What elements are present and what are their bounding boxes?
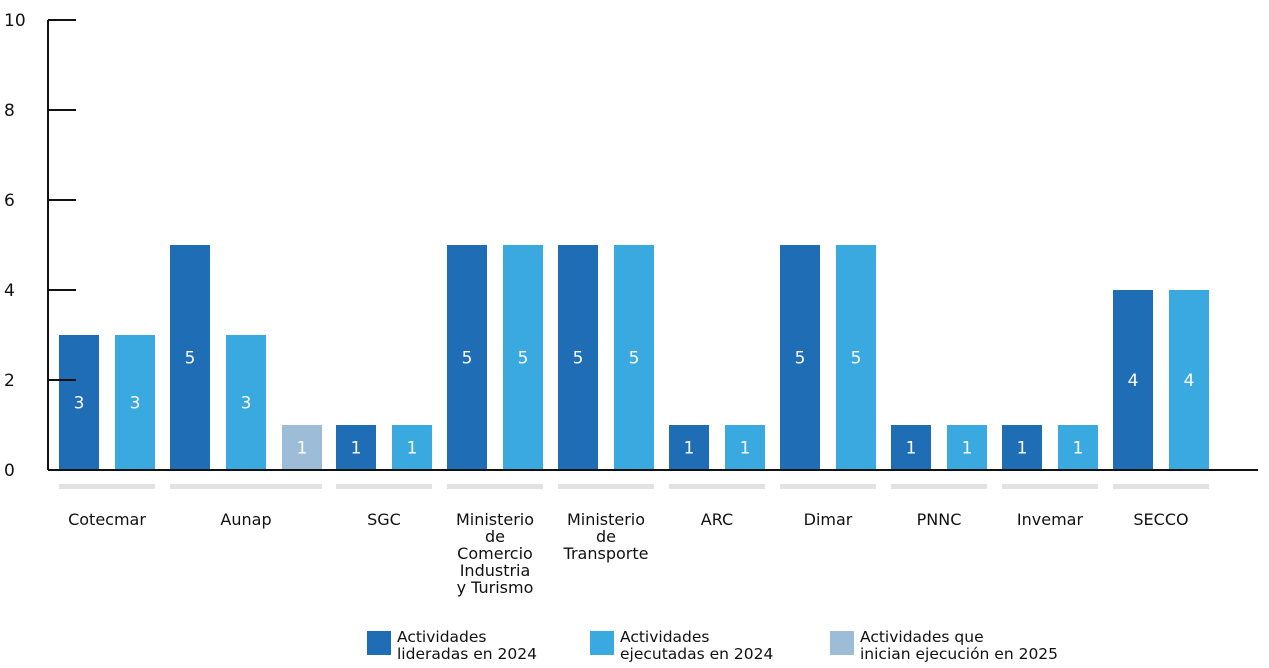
bar xyxy=(1113,290,1153,470)
bar xyxy=(336,425,376,470)
bar-value-label: 5 xyxy=(185,349,196,369)
category-label: Industria xyxy=(460,561,531,580)
bar xyxy=(780,245,820,470)
bar-value-label: 4 xyxy=(1184,371,1195,391)
bar-value-label: 5 xyxy=(795,349,806,369)
bar-value-label: 5 xyxy=(518,349,529,369)
bar-value-label: 1 xyxy=(1073,439,1084,459)
legend-swatch-inician xyxy=(830,631,854,655)
bar xyxy=(614,245,654,470)
category-label: Transporte xyxy=(563,544,649,563)
bar-value-label: 5 xyxy=(851,349,862,369)
bar xyxy=(392,425,432,470)
bar xyxy=(226,335,266,470)
category-separator xyxy=(780,484,876,489)
category-separator xyxy=(669,484,765,489)
legend-item-ejecutadas: Actividades ejecutadas en 2024 xyxy=(590,629,850,663)
legend-label-inician-line-1: Actividades que xyxy=(860,628,984,646)
bar-value-label: 3 xyxy=(74,394,85,414)
bar xyxy=(725,425,765,470)
category-label: Dimar xyxy=(804,510,853,529)
category-label: Ministerio xyxy=(456,510,534,529)
category-label: ARC xyxy=(701,510,733,529)
bar-value-label: 1 xyxy=(740,439,751,459)
bar xyxy=(115,335,155,470)
category-label: y Turismo xyxy=(457,578,534,597)
bar xyxy=(558,245,598,470)
legend-label-lideradas: Actividades lideradas en 2024 xyxy=(397,629,627,663)
bar-value-label: 1 xyxy=(351,439,362,459)
y-tick-label: 2 xyxy=(4,371,15,391)
category-label: de xyxy=(485,527,505,546)
bar xyxy=(1169,290,1209,470)
bar-value-label: 1 xyxy=(407,439,418,459)
bar xyxy=(891,425,931,470)
bar xyxy=(447,245,487,470)
bar-value-label: 5 xyxy=(573,349,584,369)
bar xyxy=(1058,425,1098,470)
legend-label-ejecutadas: Actividades ejecutadas en 2024 xyxy=(620,629,850,663)
bar xyxy=(669,425,709,470)
bar xyxy=(836,245,876,470)
bar xyxy=(59,335,99,470)
category-label: Invemar xyxy=(1017,510,1084,529)
legend-item-lideradas: Actividades lideradas en 2024 xyxy=(367,629,627,663)
legend-label-inician: Actividades que inician ejecución en 202… xyxy=(860,629,1090,663)
category-label: Ministerio xyxy=(567,510,645,529)
legend-label-lideradas-line-1: Actividades xyxy=(397,628,487,646)
category-separator xyxy=(170,484,322,489)
legend-item-inician: Actividades que inician ejecución en 202… xyxy=(830,629,1090,663)
bar-value-label: 4 xyxy=(1128,371,1139,391)
category-label: Aunap xyxy=(220,510,271,529)
bar-chart: 3 3 5 3 1 1 1 5 5 5 5 1 1 5 5 1 1 1 1 4 4 0 2 4 6 8 10 Cotecmar Auna… xyxy=(4,11,1258,597)
y-tick-label: 0 xyxy=(4,461,15,481)
category-label: Comercio xyxy=(457,544,533,563)
category-separator xyxy=(59,484,155,489)
category-label: de xyxy=(596,527,616,546)
bar-value-label: 5 xyxy=(629,349,640,369)
legend-label-ejecutadas-line-2: ejecutadas en 2024 xyxy=(620,645,774,663)
category-label: SGC xyxy=(367,510,401,529)
bar-value-label: 1 xyxy=(906,439,917,459)
y-tick-label: 4 xyxy=(4,281,15,301)
bar-value-label: 3 xyxy=(130,394,141,414)
category-separator xyxy=(447,484,543,489)
category-label: PNNC xyxy=(917,510,962,529)
bar xyxy=(947,425,987,470)
bar-value-label: 1 xyxy=(1017,439,1028,459)
legend-label-ejecutadas-line-1: Actividades xyxy=(620,628,710,646)
bar-value-label: 3 xyxy=(241,394,252,414)
legend-label-inician-line-2: inician ejecución en 2025 xyxy=(860,645,1059,663)
y-tick-label: 10 xyxy=(4,11,26,31)
legend-swatch-ejecutadas xyxy=(590,631,614,655)
bar-value-label: 1 xyxy=(962,439,973,459)
bar xyxy=(503,245,543,470)
bar xyxy=(1002,425,1042,470)
category-label: SECCO xyxy=(1133,510,1188,529)
bar-value-label: 1 xyxy=(297,439,308,459)
category-separator xyxy=(336,484,432,489)
bar-value-label: 5 xyxy=(462,349,473,369)
legend-swatch-lideradas xyxy=(367,631,391,655)
category-label: Cotecmar xyxy=(68,510,146,529)
bar xyxy=(170,245,210,470)
category-separator xyxy=(891,484,987,489)
bar xyxy=(282,425,322,470)
category-separator xyxy=(1113,484,1209,489)
y-tick-label: 8 xyxy=(4,101,15,121)
category-separator xyxy=(1002,484,1098,489)
legend-label-lideradas-line-2: lideradas en 2024 xyxy=(397,645,537,663)
category-separator xyxy=(558,484,654,489)
y-tick-label: 6 xyxy=(4,191,15,211)
bar-value-label: 1 xyxy=(684,439,695,459)
